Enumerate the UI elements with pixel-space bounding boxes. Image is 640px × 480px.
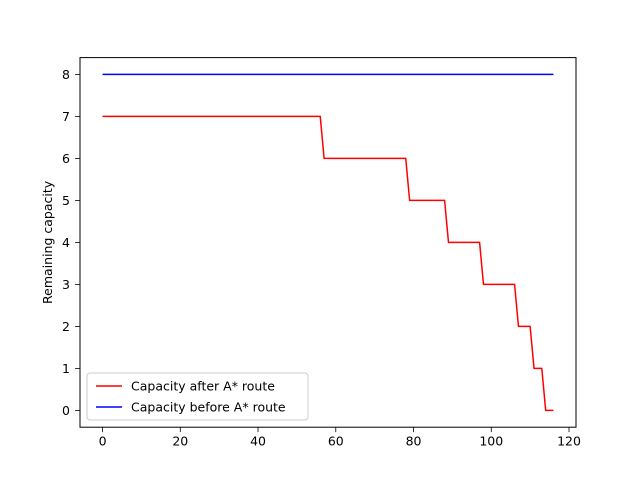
- y-tick-label: 1: [62, 361, 70, 376]
- series-layer: [102, 73, 554, 412]
- y-tick-label: 2: [62, 319, 70, 334]
- legend-box: [86, 372, 309, 421]
- x-tick-label: 0: [99, 434, 107, 449]
- y-tick-label: 3: [62, 277, 70, 292]
- x-axis: 0 20 40 60 80 100 120: [99, 427, 581, 449]
- y-tick-label: 8: [62, 67, 70, 82]
- y-tick-label: 0: [62, 403, 70, 418]
- y-axis: 0 1 2 3 4 5 6 7 8: [62, 67, 80, 418]
- x-tick-label: 100: [479, 434, 503, 449]
- legend: Capacity after A* route Capacity before A…: [86, 372, 309, 421]
- x-tick-label: 80: [406, 434, 422, 449]
- y-tick-label: 4: [62, 235, 70, 250]
- x-tick-label: 60: [328, 434, 344, 449]
- x-tick-label: 20: [172, 434, 188, 449]
- y-tick-label: 5: [62, 193, 70, 208]
- legend-label-1: Capacity before A* route: [131, 400, 286, 415]
- y-tick-label: 7: [62, 109, 70, 124]
- x-tick-label: 120: [557, 434, 581, 449]
- plot-frame: [79, 57, 577, 428]
- legend-label-0: Capacity after A* route: [131, 379, 275, 394]
- y-tick-label: 6: [62, 151, 70, 166]
- x-tick-label: 40: [250, 434, 266, 449]
- series-line-0: [102, 115, 554, 412]
- y-axis-label: Remaining capacity: [40, 180, 55, 304]
